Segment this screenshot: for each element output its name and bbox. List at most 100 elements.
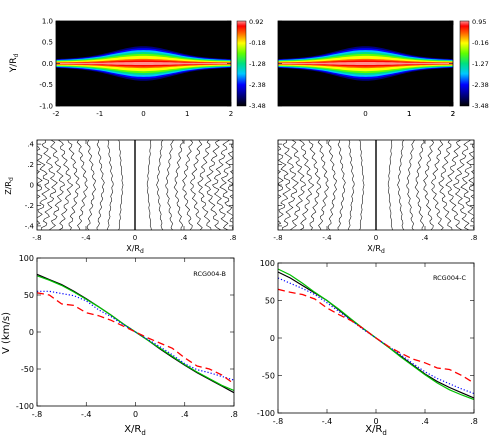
contour-line xyxy=(289,140,307,230)
x-tick-label: 1 xyxy=(185,110,189,118)
x-tick-label: -.8 xyxy=(273,234,282,242)
y-tick-label: 50 xyxy=(24,291,34,300)
contour-left-ylabel: Z/Rd xyxy=(4,177,15,195)
rotation-panel-right: -.8 -.4 0 .4 .8 -100 -50 0 50 100 RCG004-C X/Rd xyxy=(257,259,478,436)
density-panel-right: 210 1 2 0.95 -0.16 -1.27 -2.38 -3.48 xyxy=(277,18,489,118)
x-tick-label: -.4 xyxy=(81,410,92,419)
rotation-left-title: RCG004-B xyxy=(193,270,226,278)
series-line-green xyxy=(37,275,234,392)
series-line-blue xyxy=(37,290,234,381)
x-tick-label: -.8 xyxy=(273,417,284,426)
contour-line xyxy=(40,140,58,230)
x-tick-label: 1 xyxy=(407,110,411,118)
rotation-right-curves xyxy=(278,268,474,401)
y-tick-label: 100 xyxy=(19,254,34,263)
contour-line xyxy=(460,143,474,230)
contour-line xyxy=(257,140,277,230)
contour-line xyxy=(146,140,152,230)
density-left-ticks: -2 -1 0 1 2 -1.0 -0.5 0.0 0.5 1.0 xyxy=(39,17,233,118)
contour-left-lines xyxy=(37,140,272,230)
colorbar-right-labels: 0.95 -0.16 -1.27 -2.38 -3.48 xyxy=(472,18,489,110)
contour-line xyxy=(489,140,496,230)
x-tick-label: .8 xyxy=(471,234,478,242)
y-tick-label: -50 xyxy=(21,365,34,374)
contour-line xyxy=(347,140,355,230)
y-tick-label: -1.0 xyxy=(39,102,53,110)
colorbar-left-labels: 0.92 -0.18 -1.28 -2.38 -3.48 xyxy=(249,18,266,110)
contour-right-xlabel: X/Rd xyxy=(367,244,385,255)
density-panel-left: -2 -1 0 1 2 -1.0 -0.5 0.0 0.5 1.0 Y/Rd 0.92 -0.18… xyxy=(9,17,266,118)
x-tick-label: 2 xyxy=(229,110,233,118)
contour-line xyxy=(247,140,270,230)
contour-line xyxy=(118,140,124,230)
x-tick-label: .4 xyxy=(181,410,189,419)
contour-right-lines xyxy=(247,140,496,230)
y-tick-label: 0 xyxy=(30,181,34,189)
y-tick-label: -50 xyxy=(262,371,275,380)
contour-line xyxy=(190,140,203,230)
x-tick-label: .8 xyxy=(230,410,238,419)
y-tick-label: 0.5 xyxy=(42,39,53,47)
contour-line xyxy=(431,140,444,230)
x-tick-label: 2 xyxy=(451,110,455,118)
y-tick-label: -0.5 xyxy=(39,81,53,89)
colorbar-left xyxy=(236,20,247,107)
contour-line xyxy=(278,140,291,225)
contour-line xyxy=(438,140,453,230)
contour-line xyxy=(359,140,365,230)
x-tick-label: 0 xyxy=(141,110,145,118)
y-tick-label: 1.0 xyxy=(42,17,53,25)
x-tick-label: 2 xyxy=(451,110,455,118)
contour-line xyxy=(308,140,322,230)
contour-line xyxy=(37,140,50,225)
contour-line xyxy=(57,140,74,230)
y-tick-label: .2 xyxy=(27,161,34,169)
colorbar-left-tick-label: -0.18 xyxy=(249,39,266,47)
contour-line xyxy=(476,140,495,230)
y-tick-label: 0.0 xyxy=(42,60,53,68)
colorbar-right-tick-label: -1.27 xyxy=(472,60,489,68)
contour-right-ticks: -.8 -.4 0 .4 .8 xyxy=(273,140,477,242)
y-tick-label: 0 xyxy=(29,328,34,337)
density-right-ticks: 210 1 2 xyxy=(278,20,455,118)
x-tick-label: .8 xyxy=(470,417,478,426)
colorbar-right-tick-label: 0.95 xyxy=(472,18,486,26)
rotation-left-curves xyxy=(37,273,234,394)
contour-panel-left: -.8 -.4 0 .4 .8 -.4 -.2 0 .2 .4 Z/Rd X/Rd xyxy=(4,139,272,255)
rotation-right-title: RCG004-C xyxy=(433,274,467,282)
contour-line xyxy=(235,140,254,230)
series-line-blue xyxy=(278,277,474,395)
contour-line xyxy=(67,140,81,230)
series-line-red xyxy=(278,288,474,384)
contour-line xyxy=(156,140,164,230)
contour-line xyxy=(197,140,212,230)
contour-line xyxy=(406,140,415,230)
x-tick-label: -.4 xyxy=(322,234,332,242)
colorbar-right-tick-label: -2.38 xyxy=(472,81,489,89)
contour-line xyxy=(445,140,463,230)
y-tick-label: 100 xyxy=(260,259,275,268)
x-tick-label: .8 xyxy=(230,234,237,242)
contour-line xyxy=(337,140,346,230)
x-tick-label: 1 xyxy=(407,110,411,118)
rotation-left-ticks: -.8 -.4 0 .4 .8 -100 -50 0 50 100 xyxy=(16,254,238,419)
density-band xyxy=(56,62,231,65)
colorbar-left-tick-label: 0.92 xyxy=(249,18,263,26)
x-tick-label: -.4 xyxy=(81,234,91,242)
contour-line xyxy=(281,140,299,230)
contour-line xyxy=(173,140,184,230)
contour-line xyxy=(106,140,114,230)
x-tick-label: -2 xyxy=(53,110,60,118)
y-tick-label: -.4 xyxy=(25,222,35,230)
density-left-bands xyxy=(56,46,231,81)
x-tick-label: .4 xyxy=(181,234,188,242)
contour-line xyxy=(204,140,222,230)
x-tick-label: 0 xyxy=(374,234,378,242)
rotation-left-ylabel: V (km/s) xyxy=(1,312,12,354)
density-right-bands xyxy=(278,46,453,81)
contour-line xyxy=(387,140,393,230)
contour-line xyxy=(212,140,230,230)
contour-line xyxy=(248,140,272,230)
contour-line xyxy=(76,140,88,230)
